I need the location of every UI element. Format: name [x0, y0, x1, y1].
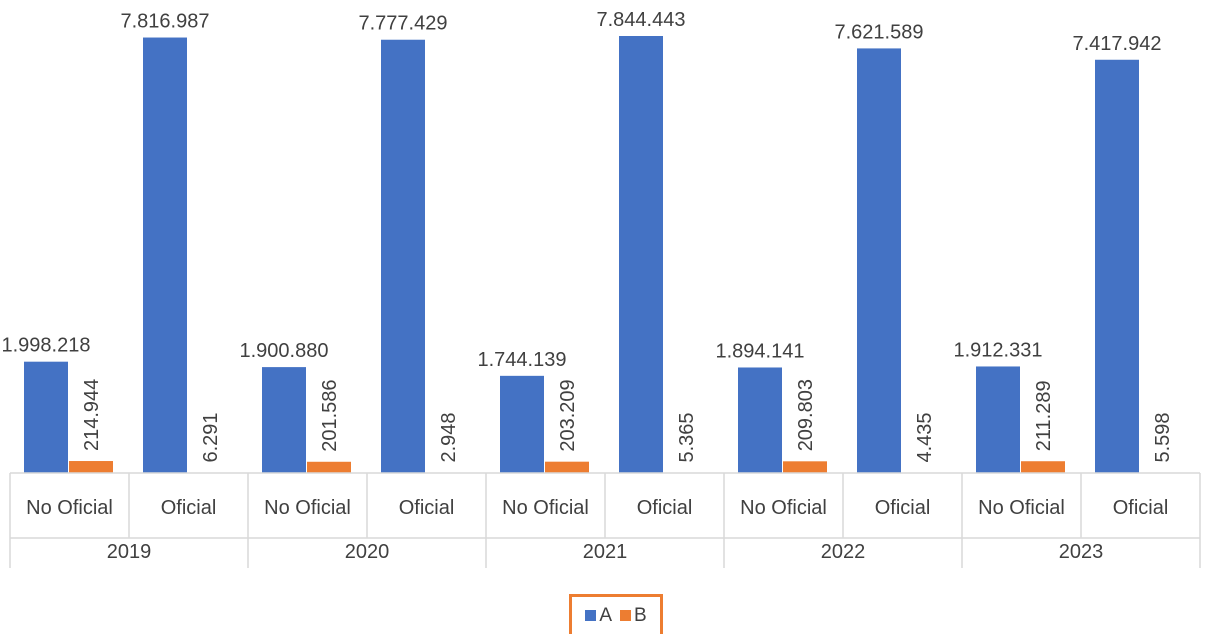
bar-a-2023-no-oficial	[976, 366, 1020, 473]
data-label-b: 203.209	[557, 379, 579, 451]
data-label-b: 2.948	[438, 412, 460, 462]
data-label-b: 6.291	[200, 412, 222, 462]
category-label: No Oficial	[740, 497, 827, 519]
legend-item-b: B	[620, 605, 647, 627]
data-label-b: 4.435	[914, 412, 936, 462]
legend-swatch-a	[585, 610, 597, 621]
year-label: 2019	[107, 541, 152, 563]
year-label: 2021	[583, 541, 628, 563]
data-label-b: 5.365	[676, 412, 698, 462]
category-label: No Oficial	[26, 497, 113, 519]
bar-a-2022-no-oficial	[738, 367, 782, 473]
category-label: Oficial	[399, 497, 455, 519]
year-label: 2020	[345, 541, 390, 563]
data-label-a: 7.816.987	[121, 11, 210, 33]
data-label-b: 214.944	[81, 379, 103, 451]
bar-a-2019-oficial	[143, 37, 187, 473]
bar-chart: 1.998.218 214.944 No Oficial 7.816.987 6.291…	[2, 9, 1201, 568]
data-label-a: 1.894.141	[716, 340, 805, 362]
data-label-a: 1.998.218	[2, 335, 91, 357]
data-label-a: 7.417.942	[1073, 33, 1162, 55]
year-label: 2023	[1059, 541, 1104, 563]
legend-label-b: B	[634, 604, 647, 626]
data-label-b: 211.289	[1033, 380, 1055, 451]
bar-b-2021-no-oficial	[545, 461, 589, 473]
legend-swatch-b	[620, 610, 631, 621]
legend: A B	[569, 594, 663, 634]
bar-b-2020-no-oficial	[307, 461, 351, 473]
bar-a-2020-oficial	[381, 39, 425, 474]
bar-a-2022-oficial	[857, 48, 901, 474]
legend-label-a: A	[599, 604, 612, 626]
category-label: Oficial	[875, 497, 931, 519]
year-label: 2022	[821, 541, 866, 563]
data-label-a: 1.912.331	[954, 339, 1043, 361]
category-label: No Oficial	[978, 497, 1065, 519]
data-label-b: 201.586	[319, 379, 341, 451]
legend-item-a: A	[585, 605, 612, 627]
category-label: Oficial	[161, 497, 217, 519]
category-label: No Oficial	[264, 497, 351, 519]
data-label-a: 7.844.443	[597, 9, 686, 31]
data-label-b: 5.598	[1152, 412, 1174, 462]
category-label: Oficial	[1113, 497, 1169, 519]
data-label-a: 7.621.589	[835, 21, 924, 43]
bar-a-2019-no-oficial	[24, 361, 68, 473]
bar-b-2019-no-oficial	[69, 461, 113, 473]
data-label-a: 7.777.429	[359, 13, 448, 35]
bar-a-2021-oficial	[619, 36, 663, 473]
bar-a-2020-no-oficial	[262, 367, 306, 473]
data-label-a: 1.900.880	[240, 340, 329, 362]
category-label: Oficial	[637, 497, 693, 519]
data-label-a: 1.744.139	[478, 349, 567, 371]
bar-a-2023-oficial	[1095, 59, 1139, 473]
bar-b-2022-no-oficial	[783, 461, 827, 473]
category-label: No Oficial	[502, 497, 589, 519]
data-label-b: 209.803	[795, 379, 817, 451]
bar-a-2021-no-oficial	[500, 375, 544, 473]
bar-b-2023-no-oficial	[1021, 461, 1065, 473]
